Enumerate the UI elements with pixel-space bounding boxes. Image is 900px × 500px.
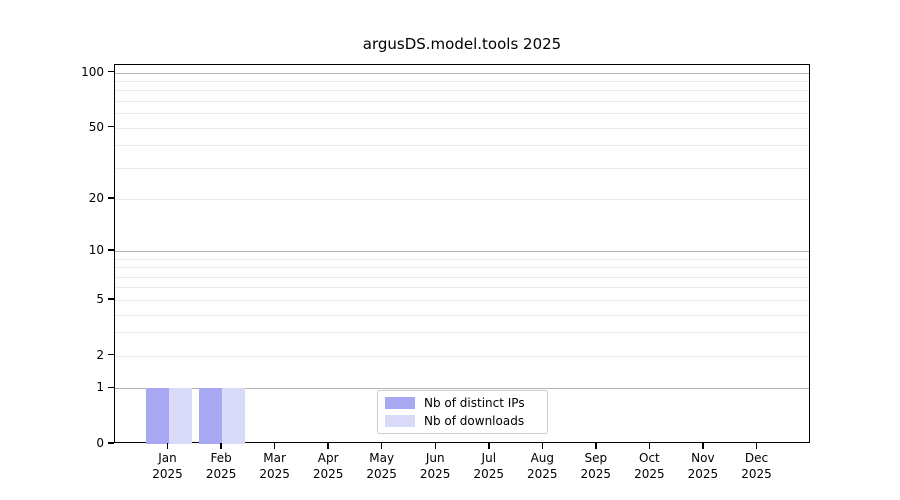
gridline-minor-50 <box>115 127 809 129</box>
gridline-major-10 <box>115 251 809 252</box>
x-tick-jul <box>488 443 490 449</box>
gridline-minor-7 <box>115 276 809 278</box>
bar-distinct-ips-feb <box>199 388 223 444</box>
chart-title: argusDS.model.tools 2025 <box>362 35 562 53</box>
x-tick-label-oct: Oct 2025 <box>634 451 665 481</box>
x-tick-label-dec: Dec 2025 <box>741 451 772 481</box>
x-tick-label-apr: Apr 2025 <box>312 451 344 481</box>
gridline-minor-3 <box>115 332 809 334</box>
x-tick-label-nov: Nov 2025 <box>687 451 719 481</box>
x-tick-label-may: May 2025 <box>366 451 397 481</box>
x-tick-feb <box>220 443 222 449</box>
legend-label-downloads: Nb of downloads <box>424 414 525 428</box>
gridline-minor-30 <box>115 167 809 169</box>
gridline-minor-2 <box>115 355 809 357</box>
y-tick-2 <box>108 353 114 356</box>
y-tick-label-10: 10 <box>88 243 104 257</box>
bar-downloads-feb <box>222 388 246 444</box>
gridline-major-1 <box>115 388 809 390</box>
y-tick-0 <box>108 442 114 444</box>
gridline-minor-5 <box>115 299 809 301</box>
gridline-minor-60 <box>115 113 809 115</box>
y-tick-20 <box>108 197 114 199</box>
x-tick-jun <box>434 443 436 449</box>
x-tick-may <box>380 443 383 449</box>
y-tick-label-2: 2 <box>96 347 104 362</box>
y-tick-label-5: 5 <box>96 291 104 306</box>
y-tick-10 <box>108 249 114 251</box>
x-tick-label-jul: Jul 2025 <box>473 451 505 481</box>
y-tick-label-0: 0 <box>96 436 104 450</box>
y-tick-label-100: 100 <box>81 64 104 79</box>
gridline-minor-70 <box>115 101 809 102</box>
gridline-minor-4 <box>115 314 809 316</box>
x-tick-label-jun: Jun 2025 <box>419 451 451 481</box>
legend-entry-distinct-ips: Nb of distinct IPs <box>385 396 539 410</box>
gridline-major-100 <box>115 72 809 74</box>
y-tick-1 <box>108 386 114 388</box>
y-tick-5 <box>108 298 114 300</box>
gridline-minor-20 <box>115 199 809 200</box>
plot-area <box>114 64 810 444</box>
x-tick-apr <box>327 443 329 449</box>
gridline-minor-80 <box>115 90 809 92</box>
x-tick-oct <box>648 443 651 449</box>
y-tick-label-50: 50 <box>88 119 104 134</box>
x-tick-sep <box>595 443 597 449</box>
y-tick-100 <box>108 70 114 73</box>
x-tick-mar <box>273 443 276 449</box>
y-tick-label-1: 1 <box>96 380 104 395</box>
y-tick-label-20: 20 <box>88 191 104 205</box>
x-tick-label-jan: Jan 2025 <box>152 451 183 481</box>
bar-distinct-ips-jan <box>145 388 169 444</box>
x-tick-label-aug: Aug 2025 <box>527 451 558 481</box>
gridline-minor-90 <box>115 81 809 82</box>
x-tick-jan <box>166 443 169 449</box>
x-tick-nov <box>702 443 704 449</box>
legend-swatch-downloads <box>385 415 415 427</box>
legend-entry-downloads: Nb of downloads <box>385 414 539 428</box>
gridline-minor-40 <box>115 145 809 147</box>
x-tick-aug <box>541 443 544 449</box>
legend-label-distinct-ips: Nb of distinct IPs <box>424 396 525 410</box>
gridline-minor-9 <box>115 258 809 260</box>
x-tick-dec <box>755 443 758 449</box>
gridline-minor-6 <box>115 287 809 289</box>
x-tick-label-sep: Sep 2025 <box>580 451 612 481</box>
x-tick-label-feb: Feb 2025 <box>205 451 237 481</box>
bar-downloads-jan <box>168 388 192 444</box>
x-tick-label-mar: Mar 2025 <box>259 451 290 481</box>
gridline-minor-8 <box>115 267 809 269</box>
legend: Nb of distinct IPs Nb of downloads <box>377 390 548 434</box>
legend-swatch-distinct-ips <box>385 397 415 409</box>
y-tick-50 <box>108 125 114 128</box>
